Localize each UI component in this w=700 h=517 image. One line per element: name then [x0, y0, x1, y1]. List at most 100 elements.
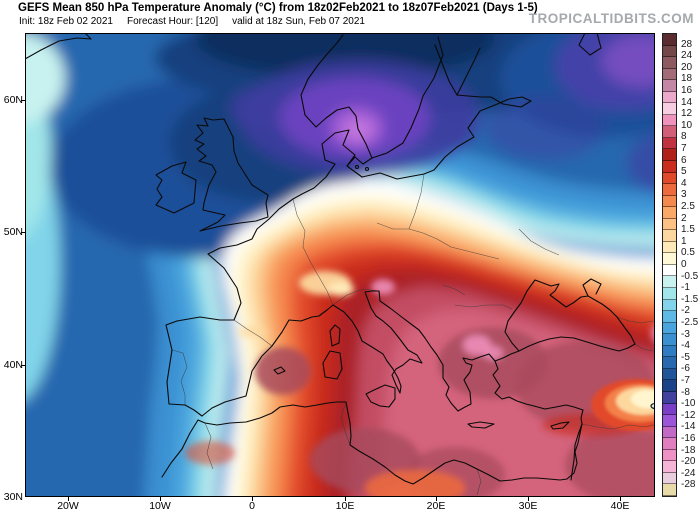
colorbar-tick-label: -2 [681, 305, 690, 317]
lon-axis-label: 10W [149, 500, 171, 512]
colorbar-tick-label: 5 [681, 166, 687, 178]
colorbar-swatch [663, 184, 676, 196]
colorbar-tick-label: 4 [681, 177, 687, 189]
colorbar-swatch [663, 57, 676, 69]
colorbar-swatch [663, 276, 676, 289]
colorbar-tick-label: 7 [681, 143, 687, 154]
colorbar-swatch [663, 126, 676, 138]
page-title: GEFS Mean 850 hPa Temperature Anomaly (°… [18, 2, 538, 14]
coastlines [25, 33, 655, 485]
colorbar-tick-label: 0 [681, 259, 687, 270]
colorbar-tick-label: -6 [681, 363, 690, 375]
lon-axis-label: 40E [610, 500, 630, 512]
colorbar-tick-label: 2.5 [681, 201, 695, 212]
colorbar-swatch [663, 311, 676, 323]
colorbar-swatch [663, 288, 676, 300]
watermark: TROPICALTIDBITS.COM [528, 11, 694, 26]
colorbar-tick-label: -0.5 [681, 270, 699, 282]
colorbar-swatch [663, 45, 676, 58]
colorbar-swatch [663, 426, 676, 439]
anomaly-field [25, 33, 655, 497]
axis-tick [436, 497, 437, 501]
axis-tick [345, 497, 346, 501]
valid-label: valid at 18z Sun, Feb 07 2021 [232, 16, 365, 27]
lat-axis-label: 30N [3, 491, 23, 503]
colorbar-swatch [663, 91, 676, 104]
map-canvas [25, 33, 655, 497]
anomaly-map-svg [25, 33, 655, 497]
colorbar [662, 33, 677, 497]
colorbar-tick-label: -10 [681, 398, 696, 410]
lat-axis-label: 40N [3, 359, 23, 371]
colorbar-tick-label: -1 [681, 282, 690, 294]
axis-tick [21, 100, 25, 101]
lon-axis-label: 20W [57, 500, 79, 512]
colorbar-tick-label: -24 [681, 467, 696, 479]
colorbar-tick-label: -1.5 [681, 293, 699, 305]
colorbar-tick-label: 18 [681, 73, 693, 85]
colorbar-swatch [663, 334, 676, 346]
axis-tick [160, 497, 161, 501]
colorbar-swatch [663, 391, 676, 404]
colorbar-tick-label: 10 [681, 119, 693, 131]
axis-tick [21, 232, 25, 233]
colorbar-tick-label: -4 [681, 340, 690, 352]
colorbar-swatch [663, 114, 676, 127]
lat-axis-label: 50N [3, 226, 23, 238]
lon-axis-label: 10E [335, 500, 355, 512]
colorbar-swatch [663, 34, 676, 46]
colorbar-tick-label: 28 [681, 38, 693, 50]
colorbar-tick-label: -16 [681, 433, 696, 444]
header-subtitle: Init: 18z Feb 02 2021 Forecast Hour: [120… [19, 16, 379, 27]
colorbar-tick-label: 24 [681, 50, 693, 62]
colorbar-tick-label: -28 [681, 479, 696, 491]
colorbar-tick-label: 6 [681, 154, 687, 166]
colorbar-tick-label: -14 [681, 421, 696, 433]
colorbar-swatch [663, 415, 676, 427]
colorbar-swatch [663, 137, 676, 150]
lon-axis-label: 30E [518, 500, 538, 512]
colorbar-swatch [663, 253, 676, 265]
colorbar-tick-label: 1.5 [681, 224, 695, 236]
colorbar-swatch [663, 230, 676, 242]
colorbar-tick-label: 20 [681, 61, 693, 73]
colorbar-swatch [663, 472, 676, 485]
init-label: Init: 18z Feb 02 2021 [19, 16, 113, 27]
colorbar-tick-label: 12 [681, 108, 693, 120]
colorbar-swatch [663, 241, 676, 254]
axis-tick [620, 497, 621, 501]
colorbar-swatch [663, 368, 676, 381]
lat-axis-label: 60N [3, 94, 23, 106]
colorbar-swatch [663, 195, 676, 208]
colorbar-tick-label: 2 [681, 212, 687, 224]
colorbar-swatch [663, 218, 676, 231]
colorbar-swatch [663, 103, 676, 115]
colorbar-swatch [663, 484, 676, 496]
colorbar-swatch [663, 80, 676, 92]
east-turkey-hotspot [591, 379, 655, 431]
colorbar-swatch [663, 264, 676, 277]
colorbar-swatch [663, 438, 676, 450]
colorbar-swatch [663, 380, 676, 392]
colorbar-tick-label: 16 [681, 85, 693, 96]
colorbar-tick-label: 3 [681, 189, 687, 201]
colorbar-swatch [663, 357, 676, 369]
colorbar-tick-label: -12 [681, 409, 696, 421]
colorbar-swatch [663, 461, 676, 473]
colorbar-swatch [663, 299, 676, 312]
colorbar-tick-label: -3 [681, 328, 690, 340]
lon-axis-label: 20E [426, 500, 446, 512]
colorbar-swatch [663, 322, 676, 335]
axis-tick [21, 365, 25, 366]
colorbar-tick-label: -2.5 [681, 317, 699, 328]
colorbar-labels: 28 24 20 18 16 14 12 10 8 7 6 5 4 3 2.5 2 1.5 1 0.5 0 -0.5 -1… [681, 33, 700, 497]
colorbar-swatch [663, 207, 676, 219]
forecast-hour-label: Forecast Hour: [120] [126, 16, 219, 27]
colorbar-tick-label: -20 [681, 456, 696, 468]
colorbar-swatch [663, 403, 676, 416]
colorbar-tick-label: 0.5 [681, 247, 695, 259]
colorbar-swatch [663, 68, 676, 81]
axis-tick [68, 497, 69, 501]
colorbar-tick-label: -18 [681, 444, 696, 456]
